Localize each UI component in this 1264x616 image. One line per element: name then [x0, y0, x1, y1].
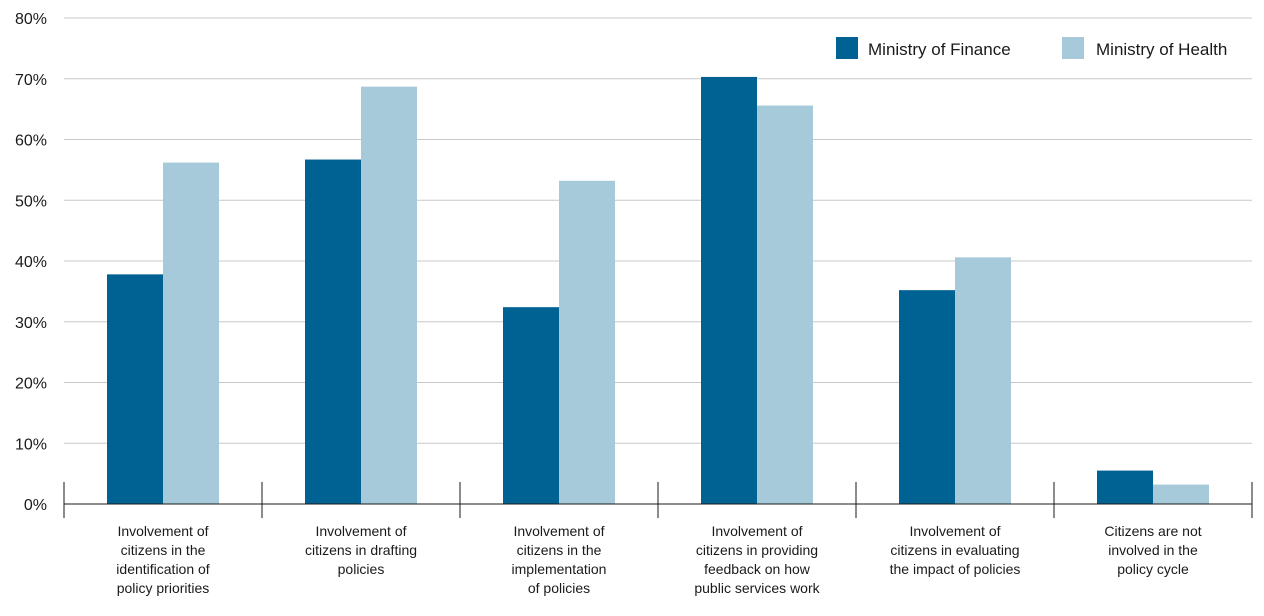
bar-ministry-of-health — [757, 105, 813, 504]
category-label: Involvement of citizens in the implement… — [511, 523, 607, 596]
legend: Ministry of Finance Ministry of Health — [836, 37, 1227, 59]
category-label: Involvement of citizens in drafting poli… — [304, 523, 418, 577]
bar-ministry-of-finance — [899, 290, 955, 504]
bars — [107, 76, 1209, 505]
bar-ministry-of-finance — [1097, 470, 1153, 504]
category-label: Involvement of citizens in the identific… — [116, 523, 210, 596]
category-label: Involvement of citizens in providing fee… — [694, 523, 820, 596]
bar-ministry-of-health — [361, 86, 417, 505]
bar-ministry-of-health — [955, 257, 1011, 504]
y-tick-label: 60% — [15, 133, 47, 150]
y-tick-label: 0% — [24, 497, 47, 514]
bar-ministry-of-finance — [701, 76, 757, 505]
y-tick-label: 40% — [15, 254, 47, 271]
gridlines — [64, 17, 1252, 444]
bar-ministry-of-health — [1153, 484, 1209, 504]
y-tick-label: 20% — [15, 376, 47, 393]
bar-ministry-of-finance — [107, 274, 163, 504]
bar-ministry-of-finance — [503, 307, 559, 504]
y-tick-label: 30% — [15, 315, 47, 332]
y-tick-label: 10% — [15, 436, 47, 453]
bar-ministry-of-finance — [305, 159, 361, 505]
x-axis — [63, 482, 1253, 518]
legend-label: Ministry of Health — [1096, 40, 1227, 59]
legend-swatch — [1062, 37, 1084, 59]
legend-label: Ministry of Finance — [868, 40, 1011, 59]
category-label: Citizens are not involved in the policy … — [1104, 523, 1202, 577]
y-tick-label: 70% — [15, 72, 47, 89]
category-label: Involvement of citizens in evaluating th… — [889, 523, 1021, 577]
bar-ministry-of-health — [559, 180, 615, 504]
legend-swatch — [836, 37, 858, 59]
y-axis-ticks: 0% 10% 20% 30% 40% 50% 60% 70% 80% — [15, 11, 47, 514]
y-tick-label: 80% — [15, 11, 47, 28]
y-tick-label: 50% — [15, 193, 47, 210]
bar-ministry-of-health — [163, 162, 219, 504]
